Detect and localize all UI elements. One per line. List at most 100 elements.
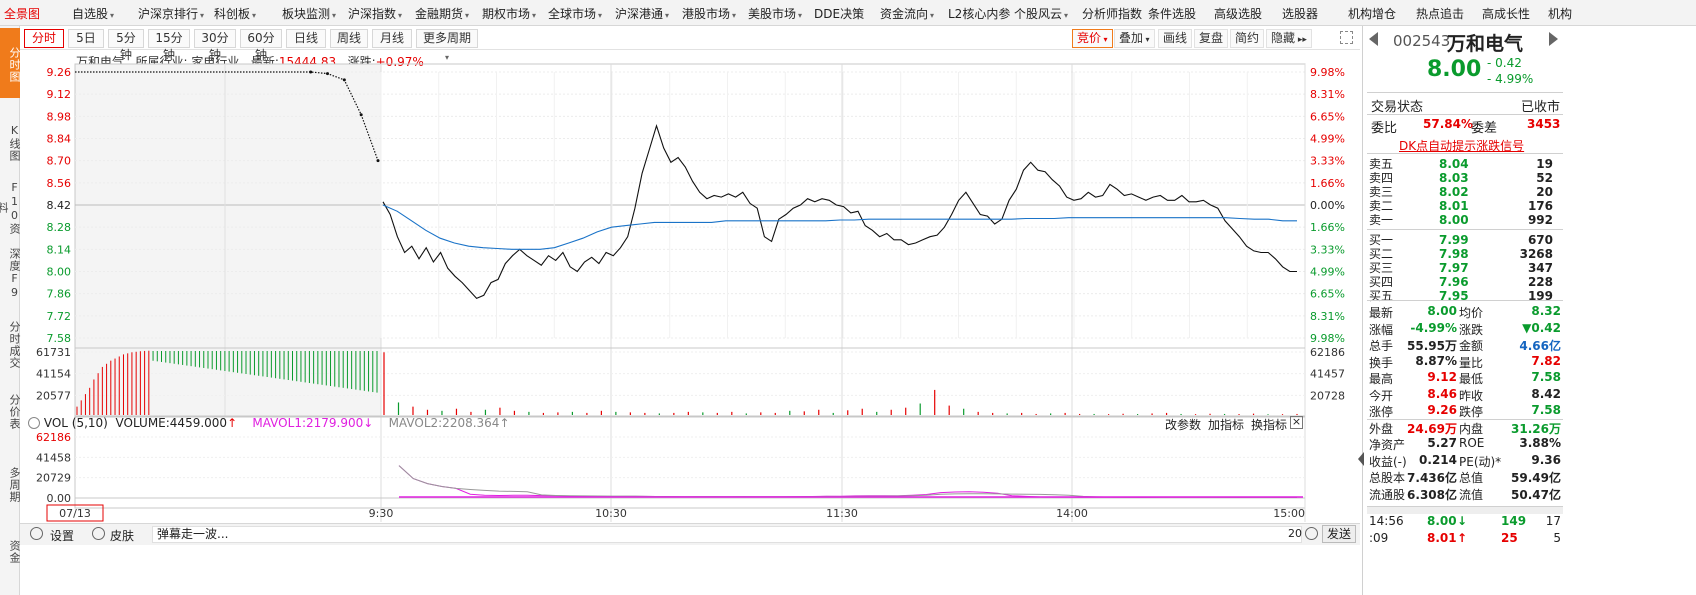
dropdown-arrow-icon: ▾ bbox=[665, 11, 670, 20]
top-menu-item[interactable]: 期权市场 ▾ bbox=[482, 5, 536, 22]
left-tab[interactable]: K线图 bbox=[8, 124, 21, 162]
period-tab[interactable]: 60分钟 bbox=[240, 29, 282, 62]
period-tab-label: 60分钟 bbox=[247, 31, 275, 62]
add-indicator-button[interactable]: 加指标 bbox=[1208, 418, 1245, 432]
danmu-input[interactable]: 弹幕走一波... bbox=[152, 526, 1302, 543]
stock-change-pct: - 4.99% bbox=[1487, 72, 1534, 86]
switch-indicator-button[interactable]: 换指标 bbox=[1251, 418, 1288, 432]
vol-mavol2: MAVOL2:2208.364 bbox=[388, 416, 500, 430]
stat-label: 涨跌 bbox=[1459, 322, 1484, 337]
tick-time: :09 bbox=[1369, 531, 1389, 545]
left-tab[interactable]: 分时图 bbox=[0, 28, 21, 98]
stat-value: 5.27 bbox=[1427, 436, 1457, 450]
left-tab[interactable]: 资金 bbox=[8, 540, 21, 564]
left-tab[interactable]: 分价表 bbox=[8, 394, 21, 430]
order-book-row[interactable]: 卖三 8.02 20 bbox=[1369, 185, 1561, 199]
left-tab[interactable]: 多周期 bbox=[8, 467, 21, 503]
top-menu-item[interactable]: 沪深指数 ▾ bbox=[348, 5, 402, 22]
order-book-row[interactable]: 卖五 8.04 19 bbox=[1369, 157, 1561, 171]
volume-axis-label: 20577 bbox=[36, 389, 71, 402]
top-menu-item[interactable]: 金融期货 ▾ bbox=[415, 5, 469, 22]
prev-stock-arrow-icon[interactable] bbox=[1369, 32, 1378, 46]
top-menu-item[interactable]: L2核心内参 bbox=[948, 5, 1010, 22]
top-menu-item[interactable]: 分析师指数 bbox=[1082, 5, 1142, 22]
change-params-button[interactable]: 改参数 bbox=[1165, 418, 1202, 432]
stat-value: 7.58 bbox=[1531, 370, 1561, 384]
top-menu-item[interactable]: 沪深港通 ▾ bbox=[615, 5, 669, 22]
chart-tool-label: 隐藏 bbox=[1271, 31, 1296, 45]
top-menu-item[interactable]: 科创板 ▾ bbox=[214, 5, 256, 22]
order-book-row[interactable]: 买三 7.97 347 bbox=[1369, 261, 1561, 275]
send-button[interactable]: 发送 bbox=[1322, 525, 1357, 543]
tick-price: 8.00 bbox=[1427, 514, 1457, 528]
settings-gear-icon[interactable] bbox=[28, 417, 40, 429]
stat-value: 4.66亿 bbox=[1519, 339, 1561, 353]
top-menu-label: 科创板 bbox=[214, 7, 251, 21]
top-menu-item[interactable]: 美股市场 ▾ bbox=[748, 5, 802, 22]
next-stock-arrow-icon[interactable] bbox=[1549, 32, 1558, 46]
chart-tool-button[interactable]: 隐藏 ▸▸ bbox=[1266, 29, 1312, 48]
skin-label[interactable]: 皮肤 bbox=[110, 529, 135, 543]
top-menu-item[interactable]: 个股风云 ▾ bbox=[1014, 5, 1068, 22]
order-book-row[interactable]: 买五 7.95 199 bbox=[1369, 289, 1561, 303]
top-menu-item[interactable]: 高级选股 bbox=[1214, 5, 1262, 22]
period-tab[interactable]: 周线 bbox=[330, 29, 368, 48]
left-tab[interactable]: F10资料 bbox=[0, 181, 21, 235]
period-tab[interactable]: 更多周期 ▾ bbox=[416, 29, 478, 62]
top-menu-item[interactable]: 港股市场 ▾ bbox=[682, 5, 736, 22]
stat-value: 9.26 bbox=[1427, 403, 1457, 417]
chart-tool-button[interactable]: 竞价 ▾ bbox=[1072, 29, 1113, 48]
top-menu-label: 沪深京排行 bbox=[138, 7, 199, 21]
top-menu-item[interactable]: DDE决策 bbox=[814, 5, 864, 22]
chart-tool-button[interactable]: 复盘 bbox=[1194, 29, 1229, 48]
top-menu-item[interactable]: 板块监测 ▾ bbox=[282, 5, 336, 22]
top-menu-item[interactable]: 全景图 bbox=[4, 5, 40, 22]
top-menu-item[interactable]: 自选股 ▾ bbox=[72, 5, 114, 22]
dk-signal-link[interactable]: DK点自动提示涨跌信号 bbox=[1399, 139, 1525, 153]
top-menu-item[interactable]: 条件选股 bbox=[1148, 5, 1196, 22]
chart-tool-label: 竞价 bbox=[1077, 31, 1102, 45]
stat-label: 收益(-) bbox=[1369, 454, 1407, 469]
close-icon[interactable]: × bbox=[1290, 415, 1303, 429]
fullscreen-icon[interactable] bbox=[1340, 31, 1353, 44]
period-tab[interactable]: 分时 bbox=[24, 29, 64, 48]
top-menu-item[interactable]: 资金流向 ▾ bbox=[880, 5, 934, 22]
top-menu-item[interactable]: 热点追击 bbox=[1416, 5, 1464, 22]
collapse-panel-arrow-icon[interactable] bbox=[1358, 452, 1364, 466]
period-tab[interactable]: 月线 bbox=[372, 29, 412, 48]
order-book-row[interactable]: 买四 7.96 228 bbox=[1369, 275, 1561, 289]
chart-tool-button[interactable]: 简约 bbox=[1230, 29, 1265, 48]
period-tab[interactable]: 30分钟 bbox=[194, 29, 236, 62]
period-tab[interactable]: 5分钟 bbox=[108, 29, 144, 62]
period-tab[interactable]: 日线 bbox=[286, 29, 326, 48]
left-tab[interactable]: 分时成交 bbox=[8, 321, 21, 369]
order-book-row[interactable]: 卖四 8.03 52 bbox=[1369, 171, 1561, 185]
order-book-row[interactable]: 卖一 8.00 992 bbox=[1369, 213, 1561, 227]
skin-icon[interactable] bbox=[92, 527, 105, 540]
top-menu-item[interactable]: 沪深京排行 ▾ bbox=[138, 5, 204, 22]
emoji-icon[interactable] bbox=[1305, 527, 1318, 540]
dropdown-arrow-icon: ▾ bbox=[732, 11, 737, 20]
settings-label[interactable]: 设置 bbox=[50, 529, 75, 543]
period-tab-label: 周线 bbox=[336, 31, 361, 45]
left-tab[interactable]: 深度F9 bbox=[8, 248, 21, 300]
scroll-up-icon[interactable] bbox=[1367, 507, 1563, 514]
period-tab[interactable]: 5日 bbox=[68, 29, 104, 48]
intraday-chart[interactable]: 9.26 9.98% 9.12 8.31% 8.98 6.65% 8.84 4.99% 8.70… bbox=[20, 50, 1360, 523]
top-menu-item[interactable]: 选股器 bbox=[1282, 5, 1318, 22]
chart-tool-button[interactable]: 叠加 ▾ bbox=[1114, 29, 1155, 48]
top-menu-label: 全景图 bbox=[4, 7, 41, 21]
order-book-row[interactable]: 卖二 8.01 176 bbox=[1369, 199, 1561, 213]
top-menu-label: 机构 bbox=[1548, 7, 1573, 21]
settings-icon[interactable] bbox=[30, 527, 43, 540]
top-menu-item[interactable]: 高成长性 bbox=[1482, 5, 1530, 22]
chart-tool-button[interactable]: 画线 bbox=[1158, 29, 1193, 48]
date-box[interactable] bbox=[46, 504, 104, 522]
top-menu-item[interactable]: 全球市场 ▾ bbox=[548, 5, 602, 22]
period-tab[interactable]: 15分钟 bbox=[148, 29, 190, 62]
order-book-row[interactable]: 买一 7.99 670 bbox=[1369, 233, 1561, 247]
top-menu-item[interactable]: 机构增仓 bbox=[1348, 5, 1396, 22]
top-menu-item[interactable]: 机构 bbox=[1548, 5, 1572, 22]
order-book-row[interactable]: 买二 7.98 3268 bbox=[1369, 247, 1561, 261]
price-axis-label: 8.84 bbox=[47, 133, 72, 146]
